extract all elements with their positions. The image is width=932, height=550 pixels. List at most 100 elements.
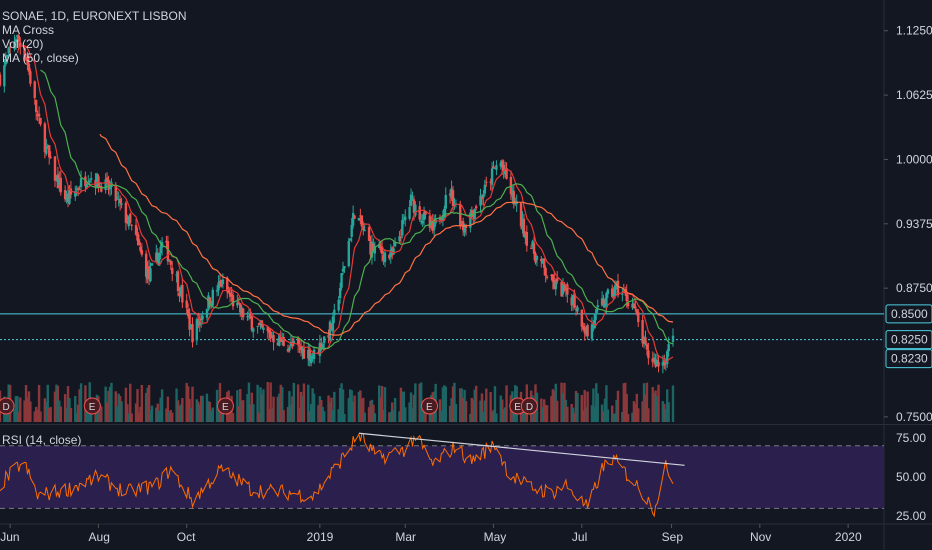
volume-bar	[388, 412, 391, 422]
volume-bar	[87, 409, 90, 422]
volume-bar	[463, 389, 466, 422]
candle-body	[590, 324, 594, 339]
candle-body	[550, 274, 553, 276]
rsi-legend[interactable]: RSI (14, close)	[2, 433, 82, 447]
volume-bar	[441, 387, 445, 422]
candle-body	[349, 238, 352, 241]
candle-body	[593, 314, 597, 328]
volume-bar	[586, 391, 589, 422]
event-marker-E	[421, 397, 439, 415]
candle-body	[239, 303, 242, 313]
candle-body	[318, 342, 322, 356]
volume-bar	[136, 389, 139, 422]
volume-bar	[483, 400, 487, 422]
candle-body	[268, 329, 271, 333]
price-level-badge	[885, 304, 932, 324]
volume-bar	[118, 395, 122, 422]
volume-bar	[495, 413, 498, 422]
volume-bar	[363, 412, 366, 422]
candle-body	[85, 184, 89, 189]
candle-body	[563, 283, 566, 291]
candle-body	[175, 274, 178, 276]
candle-body	[279, 337, 282, 342]
volume-bar	[239, 389, 242, 422]
candle-body	[100, 185, 103, 192]
volume-bar	[635, 393, 639, 422]
candle-body	[489, 181, 492, 184]
volume-bar	[424, 412, 427, 422]
volume-bar	[560, 382, 563, 422]
volume-bar	[126, 404, 129, 422]
candle-body	[428, 215, 432, 228]
volume-bar	[333, 391, 336, 422]
candle-body	[266, 326, 269, 332]
volume-bar	[370, 399, 374, 422]
candle-body	[616, 280, 620, 296]
candle-body	[188, 313, 191, 330]
event-marker-label: E	[89, 402, 96, 413]
candle-body	[556, 278, 559, 282]
volume-bar	[66, 386, 70, 422]
symbol-title[interactable]: SONAE, 1D, EURONEXT LISBON	[2, 9, 187, 23]
price-tick-label: 1.0625	[896, 88, 932, 102]
candle-body	[3, 65, 6, 87]
volume-bar	[667, 402, 670, 422]
candle-body	[89, 178, 93, 180]
candle-body	[485, 181, 488, 183]
candle-body	[448, 193, 452, 196]
volume-bar	[210, 410, 213, 422]
time-tick-label: Mar	[395, 530, 416, 544]
candle-body	[596, 305, 599, 308]
candle-body	[492, 166, 495, 169]
volume-bar	[603, 398, 607, 422]
volume-bar	[347, 398, 351, 422]
candle-body	[541, 260, 544, 264]
event-marker-D	[0, 397, 15, 415]
candle-body	[499, 162, 502, 167]
candle-body	[545, 276, 549, 278]
candle-body	[249, 313, 252, 319]
candle-body	[631, 303, 634, 308]
volume-bar	[69, 408, 73, 422]
volume-bar	[605, 385, 608, 422]
candle-body	[278, 334, 281, 346]
candle-body	[402, 218, 405, 220]
volume-bar	[302, 383, 306, 422]
indicator-ma50[interactable]: MA (50, close)	[2, 51, 79, 65]
indicator-ma-cross[interactable]: MA Cross	[2, 23, 55, 37]
candle-body	[657, 361, 660, 367]
candle-body	[309, 355, 313, 364]
volume-bar	[353, 395, 356, 422]
volume-bar	[418, 383, 421, 422]
candle-body	[525, 231, 529, 246]
volume-bar	[318, 396, 322, 422]
volume-bar	[197, 401, 200, 422]
time-tick-label: 2019	[307, 530, 334, 544]
candle-body	[208, 297, 212, 306]
volume-bar	[49, 406, 52, 422]
candle-body	[414, 204, 417, 216]
volume-bar	[647, 408, 650, 422]
candle-body	[472, 213, 475, 218]
volume-bar	[292, 382, 296, 422]
candle-body	[666, 351, 669, 365]
volume-bar	[48, 407, 51, 422]
volume-bar	[279, 384, 282, 422]
candle-body	[482, 194, 485, 198]
volume-bar	[593, 406, 597, 422]
volume-bar	[189, 407, 193, 422]
volume-bar	[228, 412, 232, 422]
indicator-volume[interactable]: Vol (20)	[2, 37, 44, 51]
candle-body	[48, 145, 51, 158]
volume-bar	[120, 401, 123, 422]
candle-body	[260, 320, 264, 328]
volume-bar	[308, 411, 311, 422]
candle-body	[377, 244, 381, 248]
candle-body	[651, 358, 654, 363]
volume-bar	[492, 409, 495, 422]
volume-bar	[63, 394, 67, 422]
volume-bar	[625, 393, 628, 422]
candle-body	[7, 47, 10, 54]
volume-bar	[450, 398, 453, 422]
